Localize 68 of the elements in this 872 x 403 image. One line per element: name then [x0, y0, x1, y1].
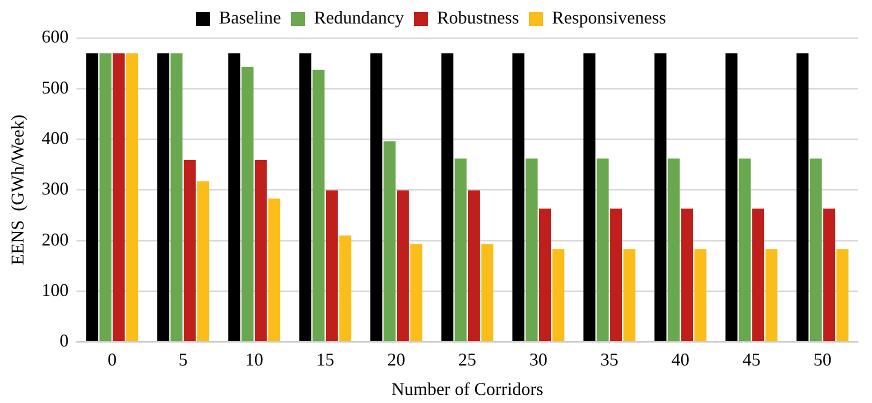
bar: [796, 53, 808, 342]
bar: [512, 53, 524, 342]
bar: [596, 158, 609, 342]
bar: [610, 208, 622, 342]
y-tick-label: 100: [42, 280, 69, 300]
bar: [654, 53, 666, 342]
legend-label: Responsiveness: [552, 8, 666, 28]
x-tick-label: 5: [178, 349, 188, 370]
legend-label: Baseline: [219, 8, 282, 28]
bar: [410, 244, 422, 342]
bar: [112, 53, 125, 342]
bar: [526, 158, 538, 342]
bar: [539, 208, 551, 342]
bar: [268, 198, 280, 342]
y-tick-label: 0: [60, 330, 69, 351]
legend-label: Redundancy: [314, 8, 404, 28]
bar: [99, 53, 112, 342]
bar: [694, 249, 706, 342]
x-tick-label: 50: [813, 349, 832, 370]
bar: [583, 53, 596, 342]
y-tick-label: 200: [42, 229, 69, 250]
bar: [228, 53, 240, 342]
x-tick-label: 15: [316, 349, 334, 370]
bar: [170, 53, 182, 342]
bar: [197, 181, 210, 342]
x-tick-label: 30: [529, 349, 548, 370]
bar: [454, 158, 467, 342]
bar: [836, 249, 848, 342]
x-tick-label: 40: [671, 349, 690, 370]
bar: [681, 208, 694, 342]
bar: [668, 158, 680, 342]
bar: [86, 53, 98, 342]
y-axis-title: EENS (GWh/Week): [8, 114, 28, 266]
y-tick-label: 500: [42, 77, 69, 98]
bar: [738, 158, 751, 342]
x-axis-title: Number of Corridors: [391, 378, 544, 399]
x-tick-label: 35: [600, 349, 618, 370]
bar: [623, 249, 636, 342]
legend-label: Robustness: [436, 8, 519, 28]
x-tick-label: 20: [387, 349, 406, 370]
bar: [765, 249, 778, 342]
bar: [810, 158, 822, 342]
bar: [254, 160, 267, 342]
bar: [823, 208, 836, 342]
bar: [552, 249, 564, 342]
x-tick-label: 0: [108, 349, 117, 370]
bar: [157, 53, 170, 342]
bar: [339, 235, 352, 342]
bar: [384, 141, 396, 342]
bar: [242, 66, 254, 342]
bar: [481, 244, 494, 342]
y-tick-label: 600: [42, 26, 69, 47]
y-tick-label: 400: [42, 128, 69, 148]
bar: [468, 190, 480, 342]
bar: [299, 53, 312, 342]
bar: [326, 190, 338, 342]
bar: [184, 160, 196, 342]
bar: [370, 53, 382, 342]
x-tick-label: 45: [742, 349, 760, 370]
bar: [312, 70, 325, 342]
bar: [441, 53, 454, 342]
bar: [725, 53, 738, 342]
bar: [126, 53, 138, 342]
bar: [396, 190, 409, 342]
bar: [752, 208, 764, 342]
x-tick-label: 10: [245, 349, 264, 370]
y-tick-label: 300: [42, 178, 69, 199]
x-tick-label: 25: [458, 349, 476, 370]
